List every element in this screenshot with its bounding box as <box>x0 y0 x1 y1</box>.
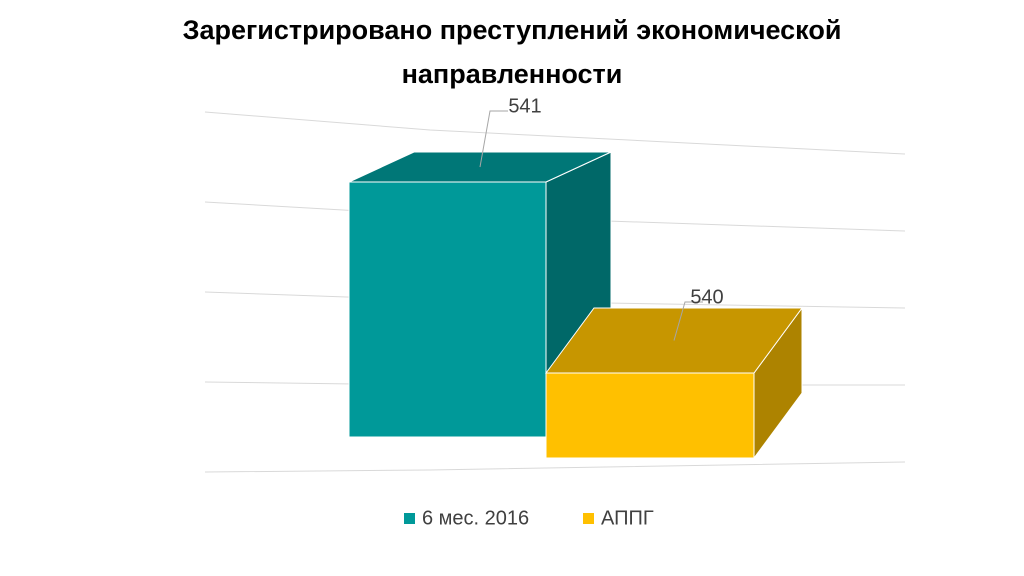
legend-swatch <box>404 513 415 524</box>
legend-label: 6 мес. 2016 <box>422 507 529 529</box>
leader-line <box>673 301 703 341</box>
bar <box>545 372 755 459</box>
grid-line <box>204 111 906 155</box>
bar <box>348 181 547 438</box>
legend-label: АППГ <box>601 507 654 529</box>
data-label: 540 <box>690 286 723 308</box>
data-label: 541 <box>508 95 541 117</box>
grid-line <box>204 461 906 473</box>
title-box: Зарегистрировано преступлений экономичес… <box>182 15 842 89</box>
chart-title: Зарегистрировано преступлений экономичес… <box>182 15 842 89</box>
leader-line <box>479 110 508 168</box>
legend-swatch <box>583 513 594 524</box>
